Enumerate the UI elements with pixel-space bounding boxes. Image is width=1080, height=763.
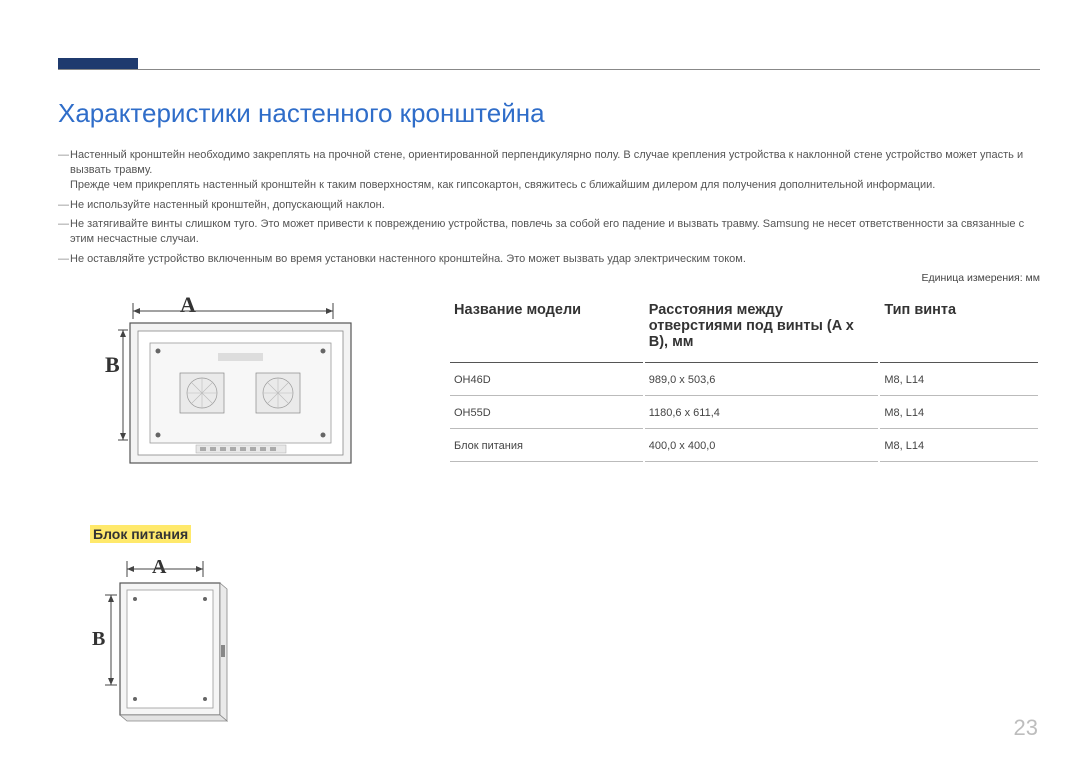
- table-row: OH55D 1180,6 x 611,4 M8, L14: [450, 398, 1038, 429]
- table-row: OH46D 989,0 x 503,6 M8, L14: [450, 365, 1038, 396]
- note-item: Не используйте настенный кронштейн, допу…: [58, 198, 1040, 213]
- spec-table: Название модели Расстояния между отверст…: [448, 296, 1040, 464]
- header-rule: [58, 58, 1040, 70]
- col-model: Название модели: [450, 298, 643, 363]
- col-screw: Тип винта: [880, 298, 1038, 363]
- col-spacing: Расстояния между отверстиями под винты (…: [645, 298, 879, 363]
- table-row: Блок питания 400,0 x 400,0 M8, L14: [450, 431, 1038, 462]
- note-item: Настенный кронштейн необходимо закреплят…: [58, 148, 1040, 193]
- cell: OH55D: [450, 398, 643, 429]
- cell: 400,0 x 400,0: [645, 431, 879, 462]
- note-item: Не затягивайте винты слишком туго. Это м…: [58, 217, 1040, 247]
- warning-notes: Настенный кронштейн необходимо закреплят…: [58, 148, 1040, 272]
- power-block-diagram: [105, 555, 235, 725]
- cell: M8, L14: [880, 365, 1038, 396]
- cell: Блок питания: [450, 431, 643, 462]
- header-accent: [58, 58, 138, 69]
- cell: M8, L14: [880, 398, 1038, 429]
- power-block-heading: Блок питания: [90, 525, 191, 543]
- cell: 989,0 x 503,6: [645, 365, 879, 396]
- note-item: Не оставляйте устройство включенным во в…: [58, 252, 1040, 267]
- page-number: 23: [1014, 715, 1038, 741]
- page-title: Характеристики настенного кронштейна: [58, 98, 545, 129]
- dim-label-b-2: B: [92, 628, 105, 651]
- display-rear-diagram: [118, 295, 363, 470]
- cell: OH46D: [450, 365, 643, 396]
- table-header-row: Название модели Расстояния между отверст…: [450, 298, 1038, 363]
- unit-label: Единица измерения: мм: [922, 272, 1040, 284]
- cell: 1180,6 x 611,4: [645, 398, 879, 429]
- cell: M8, L14: [880, 431, 1038, 462]
